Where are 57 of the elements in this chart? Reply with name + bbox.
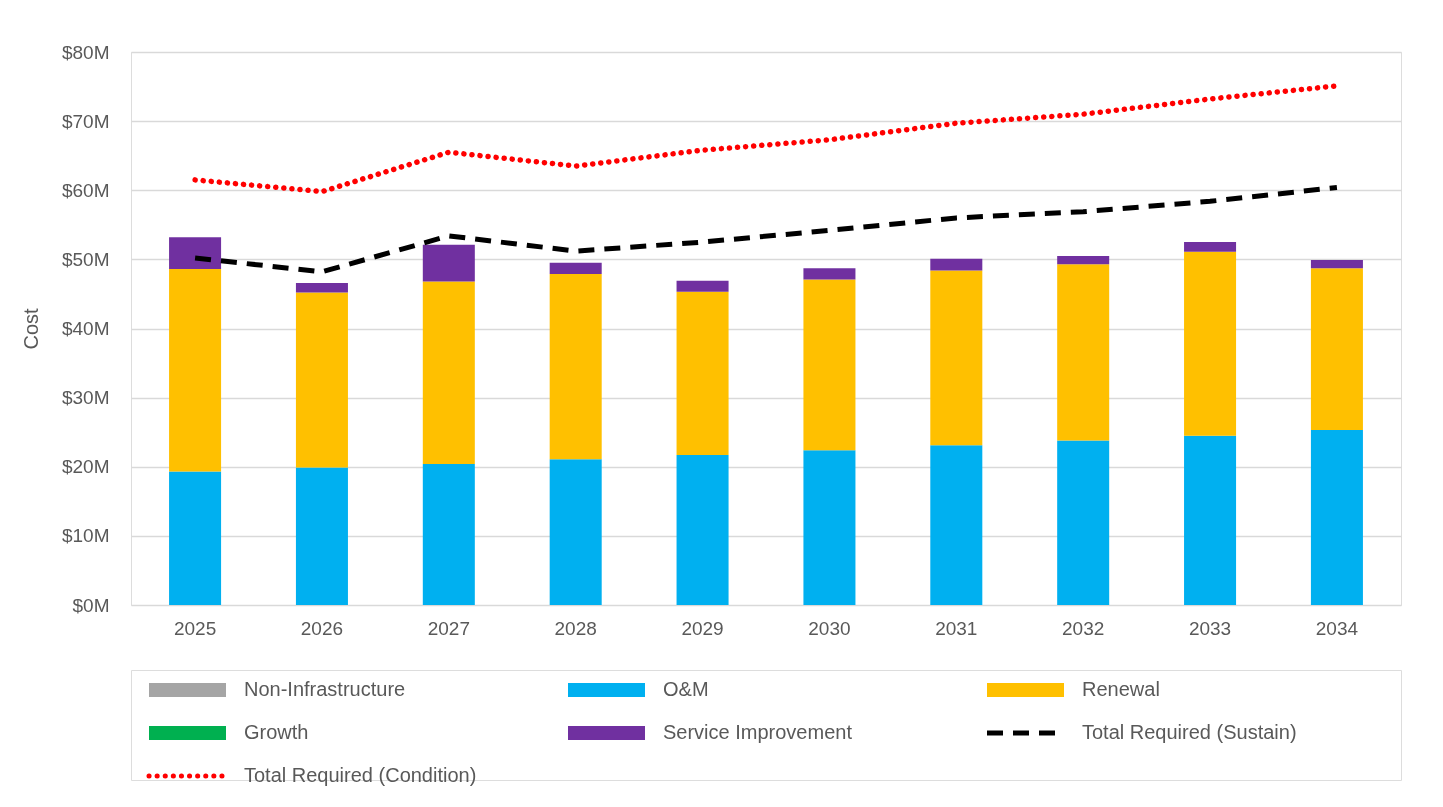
bar: [169, 237, 222, 270]
bar: [930, 270, 983, 446]
bar: [803, 279, 856, 451]
bar: [169, 471, 222, 605]
bar: [1057, 255, 1110, 265]
bar: [549, 459, 602, 605]
bar: [1057, 440, 1110, 605]
bar: [930, 258, 983, 271]
bar: [930, 445, 983, 605]
x-tick-label: 2025: [173, 617, 217, 639]
bar: [295, 292, 348, 468]
x-tick-label: 2027: [427, 617, 470, 639]
bar: [295, 282, 348, 293]
bar: [676, 280, 729, 292]
bar: [1310, 268, 1363, 431]
legend-label: Growth: [244, 721, 309, 743]
bar: [1310, 260, 1363, 269]
legend-label: O&M: [663, 678, 709, 700]
bar: [422, 463, 475, 605]
x-tick-label: 2033: [1188, 617, 1232, 639]
bar: [803, 268, 856, 280]
bar: [1184, 435, 1237, 605]
legend-label: Renewal: [1082, 678, 1160, 700]
legend-label: Total Required (Condition): [244, 764, 477, 786]
x-tick-label: 2034: [1315, 617, 1359, 639]
bar: [676, 455, 729, 605]
x-tick-label: 2031: [935, 617, 978, 639]
x-tick-label: 2028: [554, 617, 597, 639]
bar: [549, 262, 602, 274]
legend-label: Non-Infrastructure: [244, 678, 406, 700]
x-tick-label: 2032: [1062, 617, 1105, 639]
legend-label: Service Improvement: [663, 721, 853, 743]
bar: [1184, 251, 1237, 436]
bar: [803, 450, 856, 605]
y-tick-label: $50M: [61, 248, 110, 270]
bar: [1057, 264, 1110, 441]
bar: [549, 273, 602, 460]
y-tick-label: $70M: [61, 110, 110, 132]
y-tick-label: $10M: [61, 525, 110, 547]
bar: [1184, 242, 1237, 252]
x-tick-label: 2029: [681, 617, 724, 639]
bar: [1310, 430, 1363, 605]
legend-label: Total Required (Sustain): [1082, 721, 1297, 743]
x-tick-label: 2030: [808, 617, 851, 639]
y-tick-label: $80M: [61, 41, 110, 63]
bar: [676, 291, 729, 455]
bar: [169, 269, 222, 472]
bar: [422, 244, 475, 282]
y-tick-label: $60M: [61, 179, 110, 201]
bar: [422, 281, 475, 464]
y-tick-label: $20M: [61, 456, 110, 478]
bar: [295, 467, 348, 605]
y-tick-label: $0M: [72, 594, 110, 616]
y-axis-title: Cost: [19, 308, 42, 350]
x-tick-label: 2026: [300, 617, 344, 639]
y-tick-label: $40M: [61, 318, 110, 339]
y-tick-label: $30M: [61, 387, 110, 409]
